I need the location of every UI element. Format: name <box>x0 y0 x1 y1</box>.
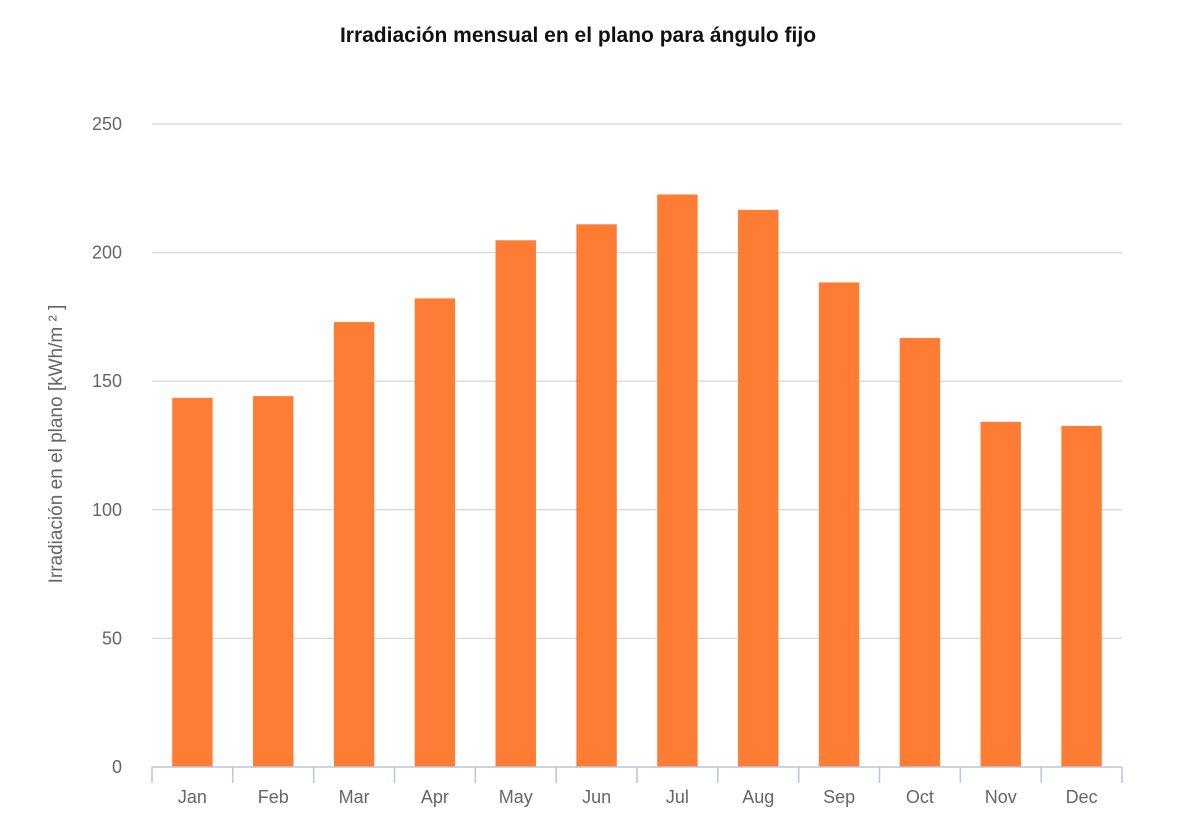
x-axis <box>151 766 1123 783</box>
y-tick-label: 0 <box>112 757 122 777</box>
x-tick-label: Feb <box>258 787 289 807</box>
y-tick-label: 150 <box>92 371 122 391</box>
gridlines <box>152 123 1122 640</box>
bar-mar[interactable] <box>333 322 375 767</box>
x-axis-ticks: Jan Feb Mar Apr May Jun Jul Aug Sep Oct Nov Dec <box>178 787 1098 807</box>
bar-oct[interactable] <box>899 337 941 767</box>
y-tick-label: 50 <box>102 628 122 648</box>
bar-aug[interactable] <box>738 209 779 768</box>
x-tick-label: Apr <box>421 787 449 807</box>
y-tick-label: 250 <box>92 114 122 134</box>
bar-dec[interactable] <box>1061 425 1102 767</box>
bar-jul[interactable] <box>657 194 698 768</box>
x-tick-label: Jun <box>582 787 611 807</box>
bar-jun[interactable] <box>576 224 617 768</box>
x-tick-label: Mar <box>339 787 370 807</box>
y-tick-label: 100 <box>92 500 122 520</box>
bar-jan[interactable] <box>172 397 213 767</box>
y-tick-label: 200 <box>92 243 122 263</box>
bars <box>172 194 1102 768</box>
x-tick-label: Dec <box>1066 787 1098 807</box>
x-tick-label: Jul <box>666 787 689 807</box>
x-tick-label: Oct <box>906 787 934 807</box>
bar-apr[interactable] <box>414 298 456 767</box>
bar-feb[interactable] <box>253 396 294 767</box>
y-axis-ticks: 0 50 100 150 200 250 <box>92 114 122 777</box>
chart-title: Irradiación mensual en el plano para áng… <box>340 24 816 47</box>
bar-may[interactable] <box>495 240 536 767</box>
x-tick-label: Nov <box>985 787 1017 807</box>
bar-nov[interactable] <box>980 421 1021 767</box>
x-tick-label: Aug <box>742 787 774 807</box>
x-tick-label: May <box>499 787 533 807</box>
y-axis-label: Irradiación en el plano [kWh/m ² ] <box>46 305 67 584</box>
x-tick-label: Sep <box>823 787 855 807</box>
bar-sep[interactable] <box>818 282 860 767</box>
x-tick-label: Jan <box>178 787 207 807</box>
